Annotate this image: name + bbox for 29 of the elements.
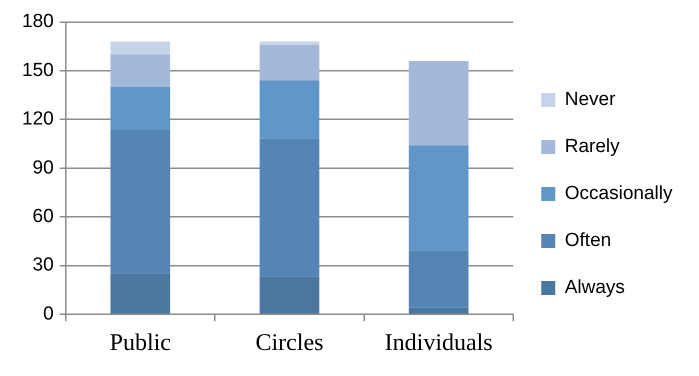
bar: [110, 274, 170, 314]
legend-label: Rarely: [564, 136, 620, 158]
y-tick-label: 0: [43, 303, 54, 324]
bar: [408, 308, 468, 314]
y-tick-label: 30: [32, 254, 54, 276]
bar: [260, 138, 320, 277]
bar: [260, 44, 320, 80]
bar: [110, 86, 170, 130]
x-tick-label: Circles: [255, 330, 324, 356]
bar: [260, 41, 320, 45]
y-tick-label: 60: [32, 206, 54, 228]
y-tick-label: 120: [22, 108, 54, 130]
bar: [408, 60, 468, 146]
legend-label: Often: [564, 230, 612, 252]
legend-label: Occasionally: [564, 183, 673, 204]
legend-label: Never: [564, 89, 616, 110]
legend-label: Always: [564, 277, 625, 298]
bar: [260, 80, 320, 139]
x-tick-label: Public: [110, 330, 171, 356]
x-tick-label: Individuals: [384, 330, 493, 356]
bar: [110, 129, 170, 274]
bar: [408, 250, 468, 308]
y-tick-label: 90: [32, 157, 54, 178]
y-tick-label: 150: [22, 60, 54, 81]
y-tick-label: 180: [22, 11, 54, 32]
bar: [110, 41, 170, 54]
bar: [110, 54, 170, 87]
bar: [408, 145, 468, 251]
bar: [260, 276, 320, 314]
